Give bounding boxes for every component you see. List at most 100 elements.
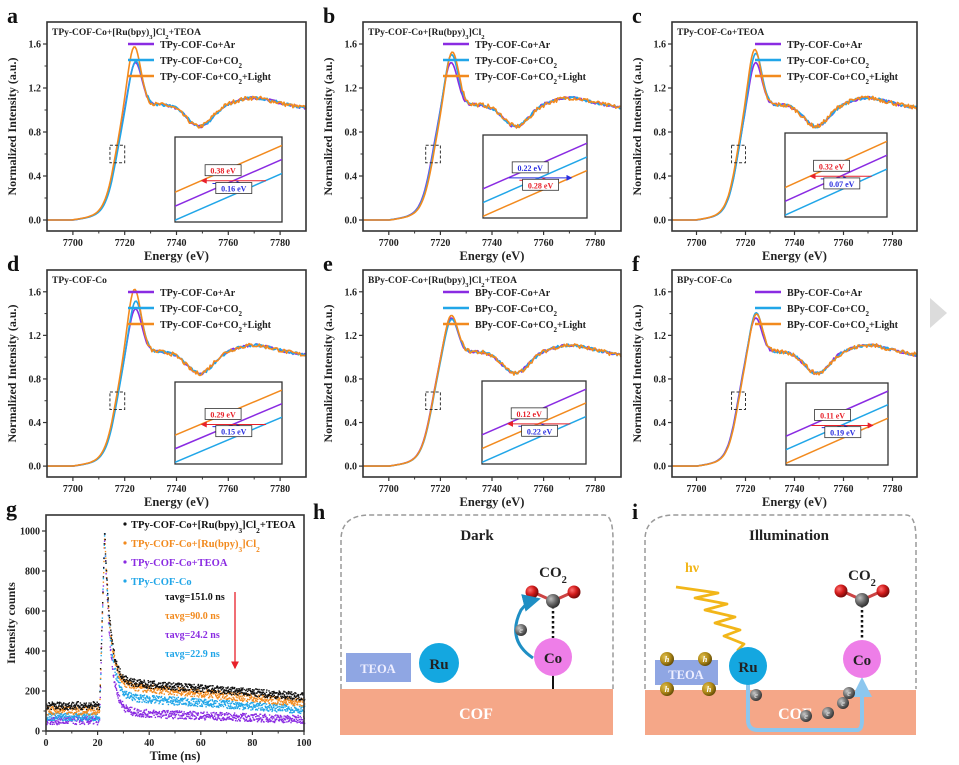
data-point [266, 717, 268, 719]
data-point [300, 699, 302, 701]
data-point [263, 699, 265, 701]
data-point [155, 698, 157, 700]
data-point [264, 701, 266, 703]
data-point [81, 722, 83, 724]
legend-label-part: CO [223, 304, 238, 315]
data-point [271, 696, 273, 698]
data-point [290, 692, 292, 695]
data-point [197, 713, 200, 715]
data-point [262, 696, 264, 698]
data-point [291, 699, 293, 702]
data-point [153, 682, 155, 685]
data-point [172, 702, 174, 705]
electron-label: e [826, 709, 830, 718]
data-point [146, 685, 148, 687]
data-point [102, 581, 105, 583]
data-point [69, 717, 71, 720]
data-point [269, 695, 272, 698]
data-point [94, 705, 96, 708]
legend-label-part: +Light [242, 72, 272, 83]
data-point [302, 701, 304, 703]
x-tick-label: 40 [144, 738, 154, 749]
data-point [274, 696, 276, 699]
data-point [236, 715, 238, 717]
data-point [162, 690, 164, 692]
data-point [144, 689, 147, 692]
data-point [252, 700, 255, 702]
data-point [123, 695, 125, 697]
data-point [177, 714, 180, 716]
data-point [65, 706, 67, 708]
data-point [228, 700, 231, 702]
data-point [115, 660, 117, 662]
zoom-region-box [109, 144, 126, 164]
inset-f: 0.11 eV0.19 eV [785, 382, 889, 466]
data-point [143, 679, 145, 681]
data-point [124, 690, 126, 693]
legend-marker-blue [123, 579, 127, 583]
data-point [65, 703, 67, 705]
data-point [123, 676, 126, 678]
data-point [101, 630, 103, 632]
data-point [140, 713, 142, 715]
data-point [111, 666, 113, 668]
data-point [140, 682, 142, 685]
data-point [72, 705, 74, 707]
data-point [293, 720, 295, 722]
data-point [123, 709, 126, 712]
data-point [61, 715, 64, 718]
data-point [102, 576, 105, 578]
data-point [276, 692, 278, 694]
data-point [282, 693, 284, 695]
data-point [270, 720, 273, 722]
data-point [164, 681, 166, 684]
shift-label-box [521, 424, 558, 437]
data-point [73, 713, 75, 716]
panel-title-part: Cl [472, 28, 482, 38]
data-point [52, 721, 54, 724]
data-point [198, 694, 200, 696]
data-point [104, 533, 106, 535]
data-point [228, 692, 230, 695]
dashed-boundary [644, 514, 917, 689]
data-point [155, 687, 157, 690]
data-point [298, 712, 300, 714]
data-point [103, 535, 106, 537]
data-point [65, 721, 67, 723]
data-point [240, 687, 242, 689]
data-point [171, 683, 173, 685]
data-point [250, 720, 252, 722]
data-point [98, 719, 101, 721]
data-point [75, 704, 77, 706]
data-point [150, 702, 152, 704]
data-point [211, 687, 214, 689]
next-slide-arrow-icon[interactable] [930, 298, 947, 328]
data-point [125, 692, 127, 694]
data-point [286, 692, 288, 694]
data-point [233, 703, 236, 705]
data-point [191, 712, 193, 714]
data-point [203, 702, 205, 705]
panel-f: f0.11 eV0.19 eVBPy-COF-Co+ArBPy-COF-Co+C… [630, 251, 918, 509]
data-point [232, 719, 234, 721]
data-point [128, 707, 131, 709]
data-point [137, 686, 139, 689]
data-point [162, 710, 164, 713]
panel-title: BPy-COF-Co+[Ru(bpy)3]Cl2+TEOA [368, 275, 517, 289]
data-point [63, 713, 65, 716]
data-point [164, 698, 166, 700]
data-point [151, 682, 154, 684]
y-tick-label: 0.8 [345, 128, 358, 139]
data-point [169, 682, 171, 684]
data-point [76, 711, 78, 713]
data-point [239, 689, 241, 691]
data-point [296, 701, 298, 704]
data-point [61, 711, 64, 713]
data-point [63, 719, 65, 721]
data-point [228, 716, 231, 718]
data-point [222, 694, 225, 696]
data-point [222, 705, 225, 708]
data-point [233, 686, 236, 689]
data-point [255, 688, 257, 690]
data-point [82, 705, 85, 708]
